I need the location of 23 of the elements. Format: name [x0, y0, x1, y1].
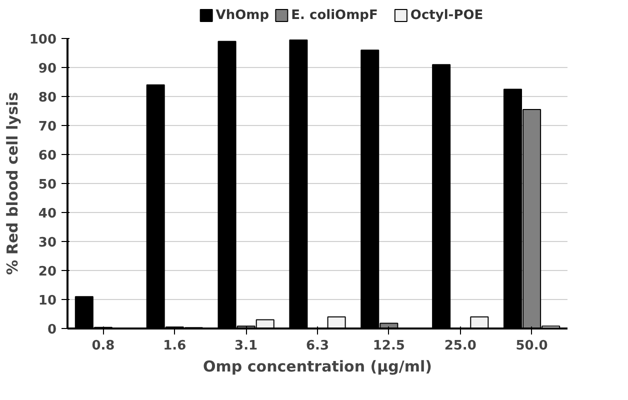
y-tick-label: 90: [38, 62, 57, 76]
x-tick-label: 50.0: [516, 338, 548, 354]
x-tick-label: 6.3: [306, 338, 330, 354]
y-tick-label: 20: [38, 264, 57, 280]
y-tick-label: 70: [38, 120, 57, 134]
y-tick-label: 0: [47, 322, 56, 338]
legend-label: VhOmp: [216, 8, 270, 23]
y-tick-label: 10: [38, 294, 57, 308]
y-tick-label: 60: [38, 148, 57, 164]
x-tick-label: 1.6: [163, 338, 186, 354]
y-tick-label: 80: [38, 90, 57, 106]
y-tick-label: 100: [29, 32, 57, 48]
legend-label: Octyl-POE: [410, 8, 484, 23]
legend-label: E. coliOmpF: [291, 8, 378, 23]
x-axis-title: Omp concentration (µg/ml): [203, 358, 432, 376]
x-tick-label: 0.8: [92, 338, 115, 354]
y-tick-label: 30: [38, 236, 57, 250]
y-axis-title: % Red blood cell lysis: [3, 92, 22, 275]
x-tick-label: 25.0: [444, 338, 476, 354]
y-tick-label: 50: [38, 178, 57, 192]
y-tick-label: 40: [38, 206, 57, 222]
x-tick-label: 3.1: [234, 338, 258, 354]
x-tick-label: 12.5: [372, 338, 405, 354]
